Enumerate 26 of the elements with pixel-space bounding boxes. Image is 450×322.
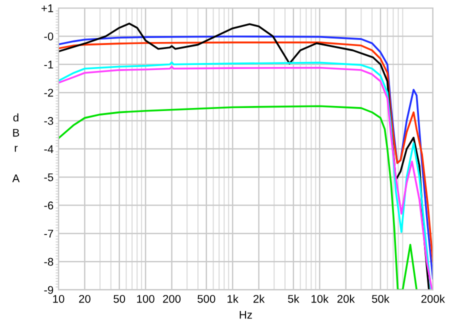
y-tick-label: -3 <box>44 117 54 125</box>
x-tick-label: 50 <box>114 294 126 303</box>
x-tick-label: 2k <box>253 294 265 303</box>
y-tick-label: -0 <box>44 32 54 40</box>
x-axis-title: Hz <box>240 310 252 319</box>
y-tick-label: -2 <box>44 88 54 97</box>
y-tick-label: -4 <box>44 145 54 153</box>
y-tick-label: -9 <box>44 286 54 294</box>
x-tick-label: 200k <box>421 294 445 303</box>
x-tick-label: 100 <box>137 294 154 303</box>
y-tick-label: -7 <box>44 230 54 238</box>
x-tick-label: 20 <box>79 294 90 303</box>
x-tick-label: 10 <box>53 294 64 303</box>
x-tick-label: 5k <box>288 294 300 303</box>
x-tick-label: 50k <box>372 294 390 303</box>
x-tick-label: 200 <box>163 294 181 303</box>
y-tick-label: -8 <box>44 258 54 266</box>
text: dBr A <box>12 113 20 182</box>
x-tick-label: 500 <box>198 294 216 303</box>
y-tick-label: -6 <box>44 202 54 210</box>
x-tick-label: 10k <box>312 294 329 303</box>
x-tick-label: 20k <box>337 294 355 303</box>
x-tick-label: 1k <box>228 294 238 303</box>
y-tick-label: +1 <box>42 4 54 12</box>
y-tick-label: -5 <box>44 173 54 182</box>
y-tick-label: -1 <box>44 60 54 68</box>
